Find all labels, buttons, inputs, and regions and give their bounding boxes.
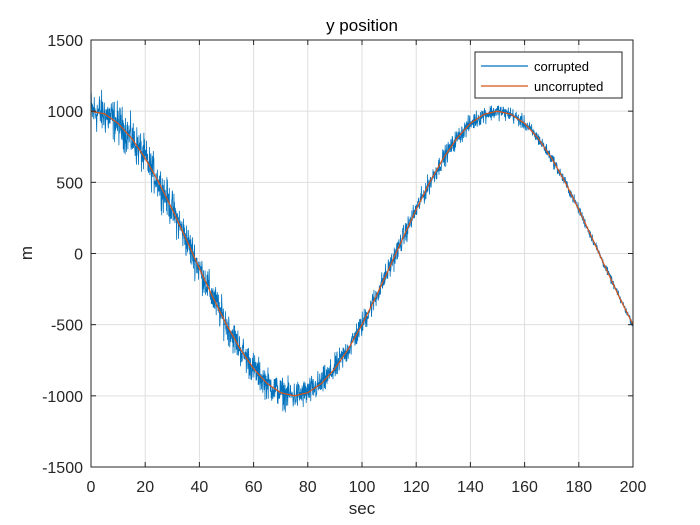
y-axis-label: m	[17, 246, 36, 260]
x-tick-label: 160	[511, 479, 538, 496]
y-tick-label: -500	[51, 318, 83, 335]
x-tick-label: 60	[245, 479, 263, 496]
chart-title: y position	[326, 16, 398, 35]
x-tick-label: 40	[191, 479, 209, 496]
x-tick-label: 120	[403, 479, 430, 496]
y-tick-label: 0	[74, 247, 83, 264]
y-tick-label: -1500	[42, 460, 83, 477]
x-tick-label: 20	[136, 479, 154, 496]
x-tick-label: 0	[87, 479, 96, 496]
x-tick-label: 100	[349, 479, 376, 496]
legend-label-uncorrupted: uncorrupted	[534, 79, 603, 94]
y-tick-label: 1000	[47, 104, 83, 121]
legend-box	[474, 51, 623, 99]
x-axis-label: sec	[349, 499, 376, 518]
y-tick-labels: -1500 -1000 -500 0 500 1000 1500	[42, 33, 83, 477]
x-tick-label: 180	[565, 479, 592, 496]
y-tick-label: 500	[56, 175, 83, 192]
x-tick-label: 200	[620, 479, 647, 496]
y-tick-label: -1000	[42, 389, 83, 406]
x-tick-label: 80	[299, 479, 317, 496]
x-tick-labels: 0 20 40 60 80 100 120 140 160 180 200	[87, 479, 647, 496]
y-tick-label: 1500	[47, 33, 83, 50]
ticks	[90, 39, 634, 468]
line-uncorrupted	[90, 110, 634, 397]
legend: corrupted uncorrupted	[474, 51, 623, 99]
legend-label-corrupted: corrupted	[534, 59, 589, 74]
x-tick-label: 140	[457, 479, 484, 496]
series-uncorrupted	[90, 110, 634, 397]
